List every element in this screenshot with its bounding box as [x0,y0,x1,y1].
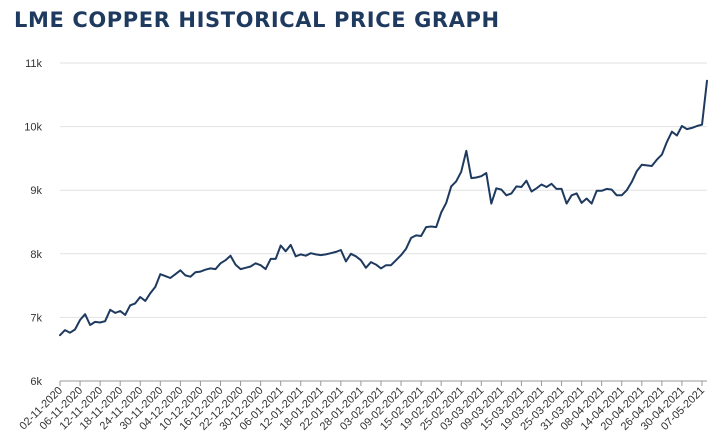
y-tick-label: 9k [30,185,42,197]
page-title: LME COPPER HISTORICAL PRICE GRAPH [14,8,500,32]
x-axis-ticks: 02-11-202006-11-202012-11-202018-11-2020… [17,381,707,433]
y-axis-tick-labels: 6k 7k 8k 9k 10k 11k [24,58,42,388]
y-tick-label: 10k [24,122,42,134]
series-line-copper-price [59,79,708,337]
y-tick-label: 6k [30,376,42,388]
y-tick-label: 11k [25,58,42,70]
y-tick-label: 8k [30,249,42,261]
y-tick-label: 7k [30,312,42,324]
